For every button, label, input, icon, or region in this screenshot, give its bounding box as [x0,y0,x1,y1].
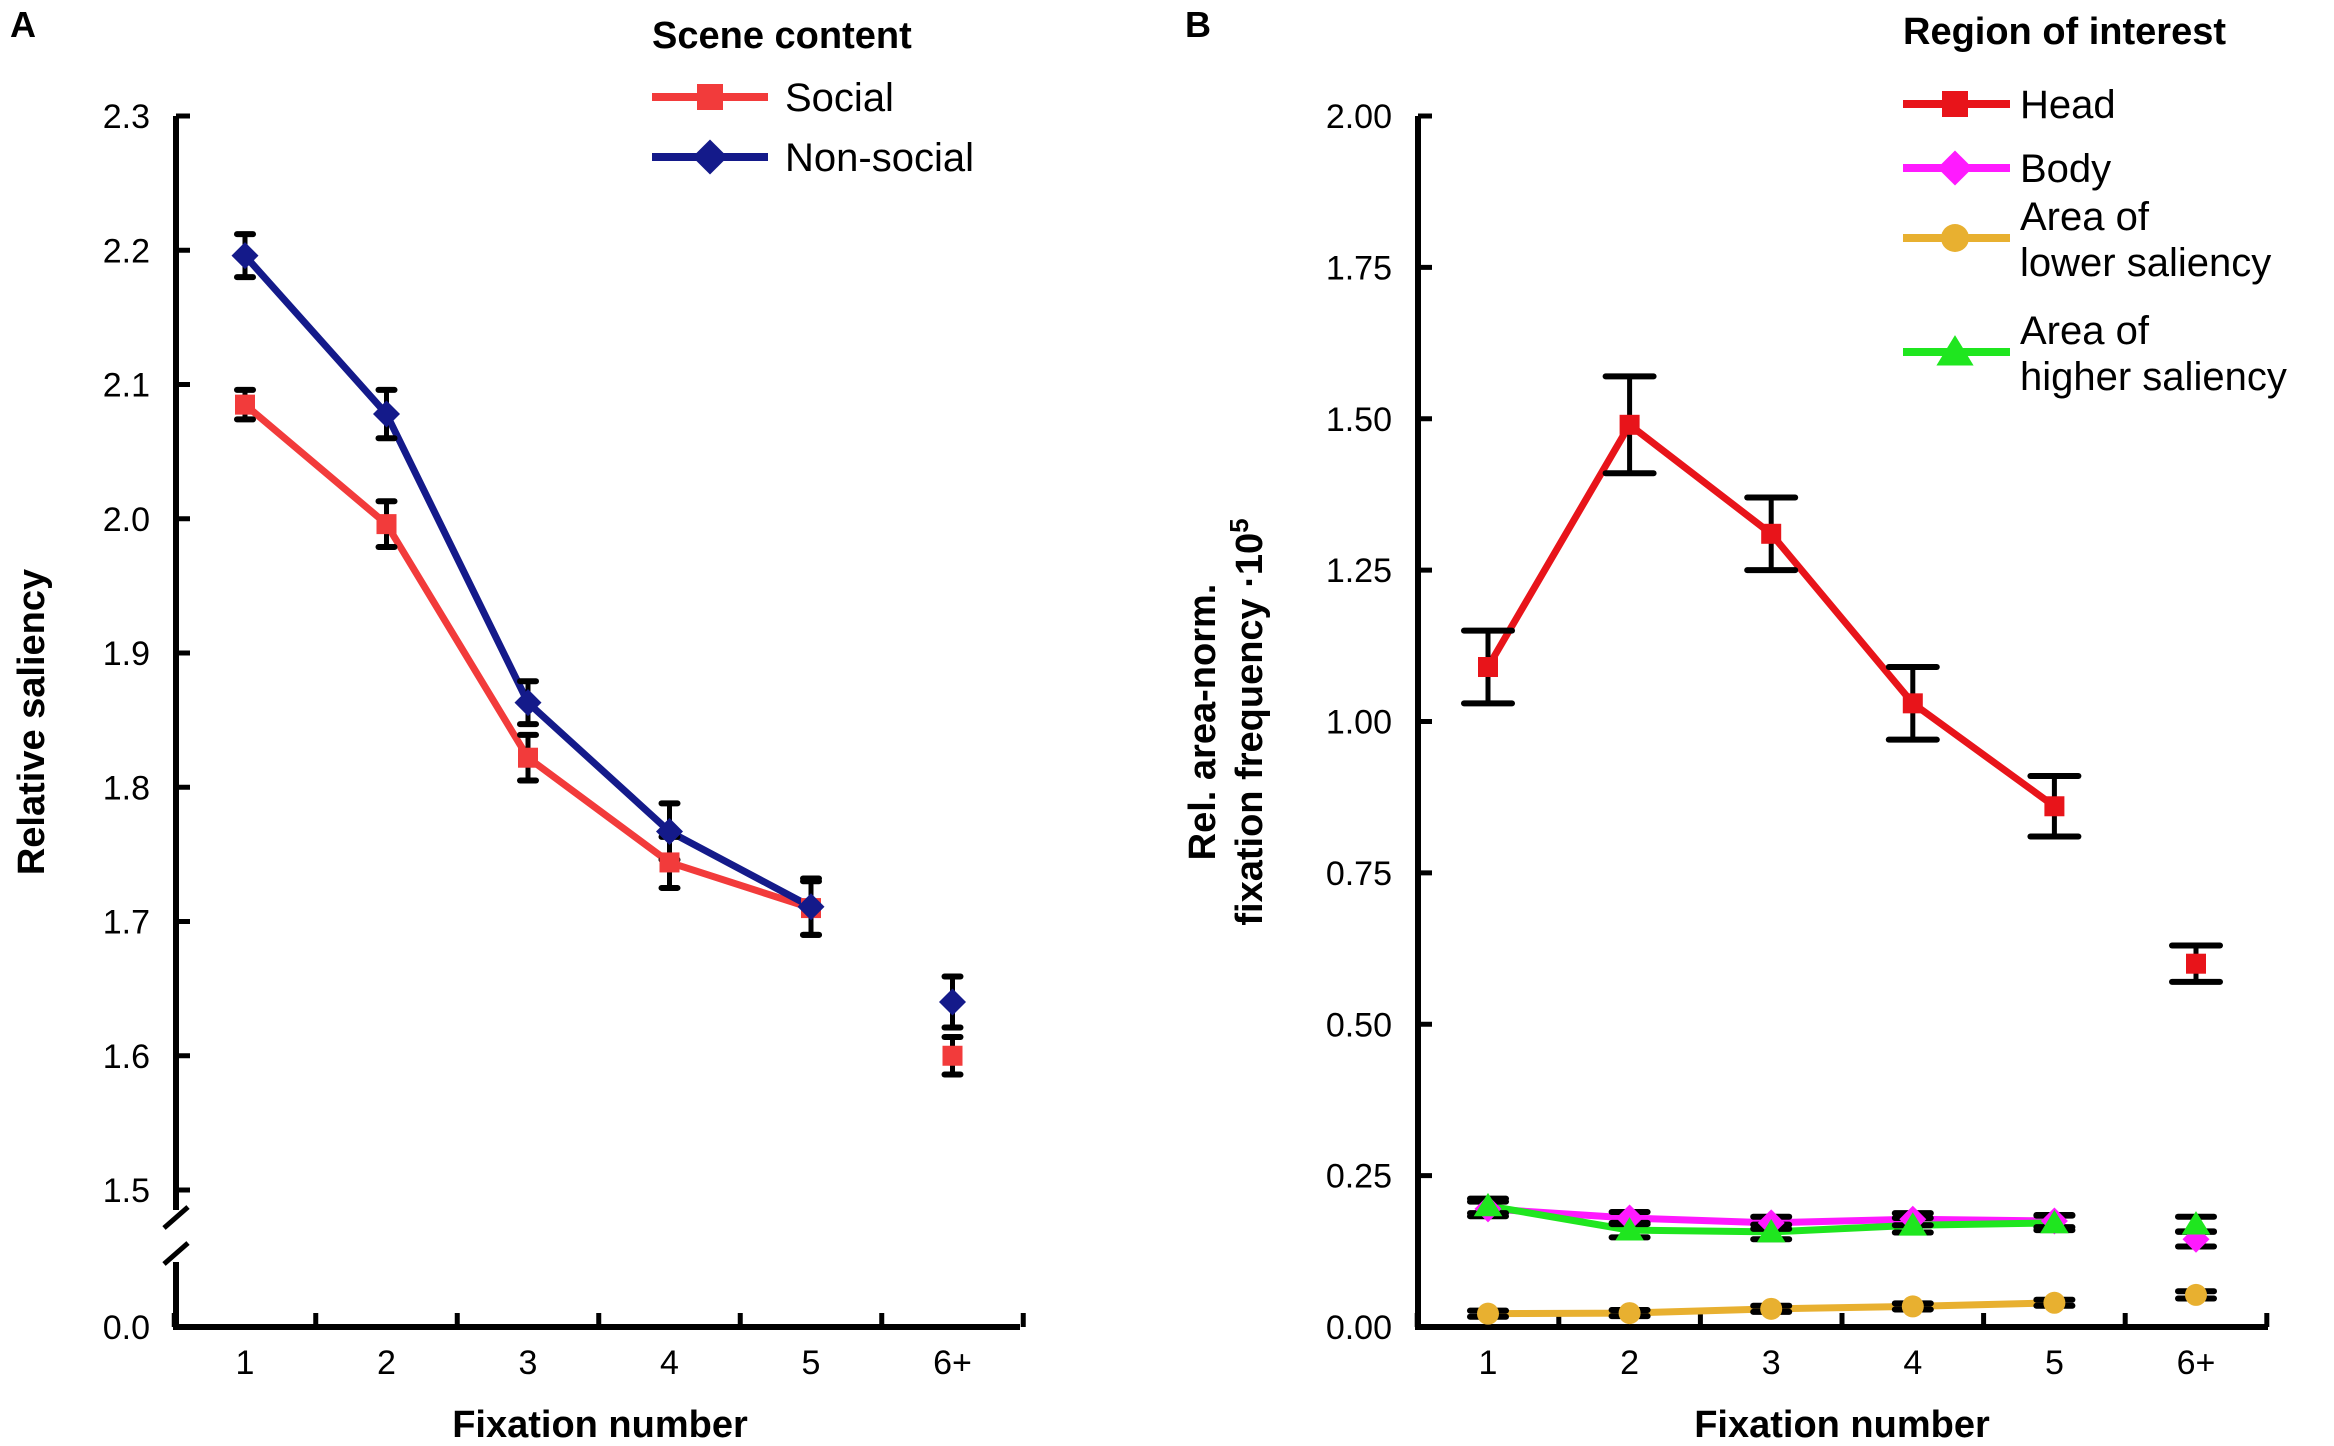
panel-b-data-point [1477,1302,1499,1325]
panel-a-legend-label: Non-social [785,136,974,180]
panel-a-series-line [242,401,813,912]
panel-b-data-point [1615,1217,1644,1241]
panel-a-data-point [514,689,542,717]
panel-b-legend-marker [1941,224,1969,252]
panel-a-series-line [242,253,813,910]
panel-a-y-axis-title: Relative saliency [11,569,53,875]
panel-b-data-point [2181,1211,2211,1235]
panel-b-x-tick-label: 1 [1479,1344,1498,1382]
panel-a-data-point [939,988,966,1016]
panel-b-data-point [1756,1218,1786,1243]
panel-b-y-axis-title-exponent: 5 [1224,518,1254,532]
panel-a-y-tick-label: 0.0 [103,1309,150,1347]
panel-b-y-tick-label: 1.00 [1326,704,1392,742]
panel-a-y-tick-label: 1.9 [103,635,150,673]
panel-a-y-tick-label: 2.2 [103,232,150,270]
panel-b-y-tick-label: 0.00 [1326,1309,1392,1347]
panel-b-x-tick-label: 6+ [2177,1344,2216,1382]
panel-a-data-point [235,394,255,415]
panel-a-axis-break-mark [162,1205,190,1230]
panel-b-chart: 0.00 0.25 0.50 0.75 1.00 1.25 1.50 1.75 2.00 1 2 3 4… [1326,83,2287,1382]
panel-a-legend-label: Social [785,76,894,120]
panel-a-y-tick-label: 1.8 [103,769,150,807]
panel-b-data-point [2044,796,2065,817]
panel-a-data-point [659,852,680,873]
panel-a-y-tick-label: 1.5 [103,1172,150,1210]
panel-b-data-point [1618,1302,1641,1325]
panel-b-legend-label: Head [2020,83,2116,127]
panel-b-y-tick-label: 0.75 [1326,855,1392,893]
panel-a-data-point [656,818,683,846]
panel-b-x-axis-title: Fixation number [1694,1404,1990,1446]
panel-a-label: A [10,4,36,45]
panel-b-data-point [2185,1283,2207,1306]
panel-a-chart: 0.0 1.5 1.6 1.7 1.8 1.9 2.0 2.1 2.2 2.3 1 2 3 4 5 6+ Soc… [103,76,1026,1382]
panel-b-data-point [2186,953,2206,974]
panel-b-y-axis-title-text: fixation frequency ·10 [1229,533,1271,926]
panel-a-y-tick-label: 1.6 [103,1038,150,1076]
panel-a-legend-title: Scene content [652,15,912,57]
panel-b-legend-title: Region of interest [1903,11,2226,53]
panel-a-data-point [518,747,538,768]
panel-a-x-tick-label: 3 [519,1344,538,1382]
panel-b-y-axis-title-line2: fixation frequency ·105 [1224,518,1271,925]
panel-a-data-point [231,242,259,270]
panel-b-x-tick-label: 5 [2045,1344,2064,1382]
panel-b-data-point [1760,1297,1783,1320]
panel-a-y-tick-label: 2.1 [103,367,150,405]
panel-b-y-axis-title-line1: Rel. area-norm. [1182,584,1224,861]
panel-a-x-tick-label: 4 [660,1344,679,1382]
panel-b-y-tick-label: 1.75 [1326,249,1392,287]
panel-a-y-tick-label: 2.0 [103,501,150,539]
panel-b-y-tick-label: 2.00 [1326,98,1392,136]
panel-b-data-point [1619,414,1640,435]
panel-b-y-tick-label: 1.25 [1326,552,1392,590]
panel-a-axis-break-mark [162,1241,190,1266]
panel-b-legend-marker [1942,91,1968,117]
panel-b-legend-label: Body [2020,147,2111,191]
panel-b-label: B [1185,4,1211,45]
panel-a-x-tick-label: 6+ [933,1344,972,1382]
panel-a-legend-marker [697,84,723,110]
panel-a-y-tick-label: 1.7 [103,904,150,942]
panel-a-x-tick-label: 5 [802,1344,821,1382]
panel-a-x-tick-label: 1 [236,1344,255,1382]
panel-b-series-line [1484,421,2057,810]
panel-a-x-axis-title: Fixation number [452,1404,748,1446]
panel-b-y-tick-label: 0.50 [1326,1006,1392,1044]
panel-b-data-point [1902,693,1923,714]
panel-b-data-point [2043,1291,2066,1314]
panel-b-data-point [1478,657,1498,678]
panel-b-x-tick-label: 4 [1903,1344,1922,1382]
panel-b-x-tick-label: 3 [1762,1344,1781,1382]
panel-a-x-tick-label: 2 [377,1344,396,1382]
panel-b-data-point [2040,1209,2069,1234]
panel-b-legend-label: higher saliency [2020,355,2287,399]
panel-a-y-tick-label: 2.3 [103,98,150,136]
panel-a-data-point [942,1045,963,1066]
panel-b-data-point [1898,1212,1928,1236]
panel-a-legend-marker [692,139,728,175]
panel-b-legend-marker [1937,150,1973,186]
panel-b-data-point [1761,523,1782,544]
panel-b-data-point [1473,1192,1503,1217]
panel-b-legend-label: lower saliency [2020,241,2271,285]
panel-b-legend-marker [1936,335,1974,366]
panel-a-data-point [797,893,825,921]
panel-b-legend-label: Area of [2020,309,2150,353]
panel-a-data-point [373,400,400,428]
panel-b-y-tick-label: 1.50 [1326,401,1392,439]
panel-b-data-point [1901,1295,1924,1318]
panel-a-data-point [376,514,397,535]
panel-b-legend-label: Area of [2020,195,2150,239]
panel-b-x-tick-label: 2 [1620,1344,1639,1382]
panel-b-y-tick-label: 0.25 [1326,1158,1392,1196]
